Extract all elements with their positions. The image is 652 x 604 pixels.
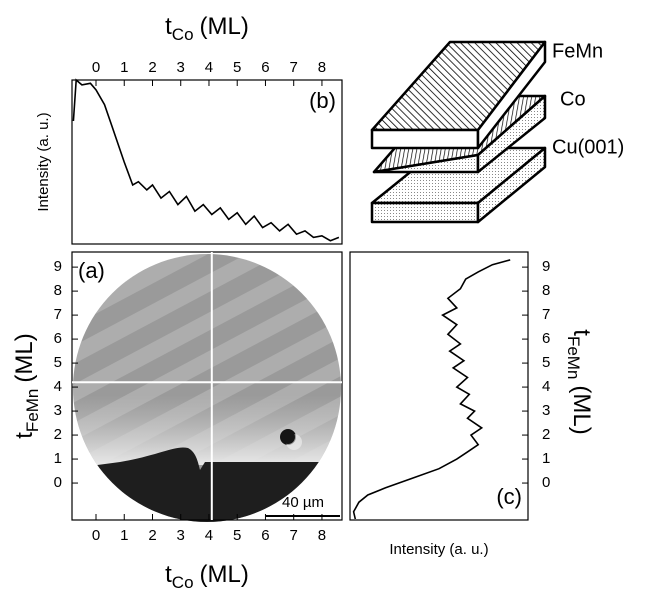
y-tick-label: 8 [542,282,550,299]
y-tick-label: 3 [542,402,550,419]
x-tick-label: 5 [233,527,241,544]
panel-label: (b) [309,88,336,113]
x-tick-label: 7 [290,59,298,76]
x-tick-label: 6 [261,59,269,76]
y-tick-label: 4 [54,378,62,395]
y-tick-label: 3 [54,402,62,419]
y-tick-label: 4 [542,378,550,395]
x-tick-label: 6 [261,527,269,544]
axis-label: Intensity (a. u.) [35,112,52,211]
axis-label-sub: FeMn [23,389,42,432]
axis-label-sub: Co [172,573,194,592]
layer-label: Cu(001) [552,136,624,158]
y-tick-label: 9 [54,258,62,275]
axis-label: tFeMn(ML) [11,333,42,438]
y-tick-label: 2 [54,426,62,443]
x-tick-label: 2 [148,527,156,544]
x-tick-label: 0 [92,527,100,544]
plot-frame [72,80,342,244]
layer-diagram [372,42,545,222]
axis-label: tCo(ML) [165,13,249,44]
x-tick-label: 3 [177,59,185,76]
intensity-line [354,260,511,519]
intensity-line [73,80,339,241]
layer-label: Co [560,88,586,110]
y-tick-label: 2 [542,426,550,443]
x-tick-label: 2 [148,59,156,76]
axis-label: tCo(ML) [165,561,249,592]
axis-label: Intensity (a. u.) [389,541,488,558]
y-tick-label: 7 [54,306,62,323]
y-tick-label: 0 [54,474,62,491]
y-tick-label: 7 [542,306,550,323]
y-tick-label: 1 [54,450,62,467]
axis-label: tFeMn(ML) [564,329,595,434]
x-tick-label: 0 [92,59,100,76]
y-tick-label: 6 [542,330,550,347]
x-tick-label: 8 [318,527,326,544]
x-tick-label: 5 [233,59,241,76]
x-tick-label: 4 [205,527,213,544]
plot-frame [350,252,528,520]
y-tick-label: 9 [542,258,550,275]
x-tick-label: 3 [177,527,185,544]
x-tick-label: 8 [318,59,326,76]
figure: FeMn Co Cu(001) (b)012345678tCo(ML)Inten… [0,0,652,599]
layer-label: FeMn [552,40,603,62]
axis-label-unit: (ML) [200,13,249,40]
axis-label-sub: Co [172,25,194,44]
y-tick-label: 6 [54,330,62,347]
y-tick-label: 1 [542,450,550,467]
y-tick-label: 8 [54,282,62,299]
y-tick-label: 0 [542,474,550,491]
axis-label-unit: (ML) [568,385,595,434]
y-tick-label: 5 [542,354,550,371]
axis-label-unit: (ML) [200,561,249,588]
x-tick-label: 4 [205,59,213,76]
x-tick-label: 1 [120,527,128,544]
y-tick-label: 5 [54,354,62,371]
axis-label-sub: FeMn [564,336,583,379]
x-tick-label: 1 [120,59,128,76]
axis-label-unit: (ML) [11,333,38,382]
scale-bar-label: 40 µm [282,494,324,511]
x-tick-label: 7 [290,527,298,544]
panel-label: (a) [78,258,105,283]
panel-label: (c) [496,484,522,509]
